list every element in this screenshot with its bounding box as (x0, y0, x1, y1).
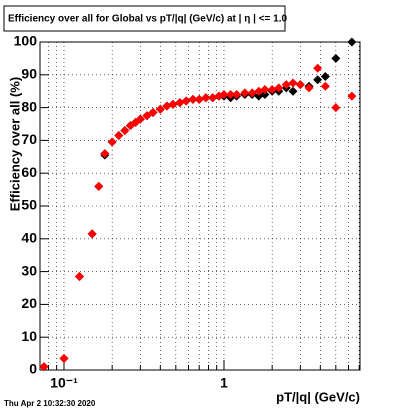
marker (87, 229, 97, 239)
y-tick-label: 100 (14, 33, 38, 49)
marker (320, 81, 330, 91)
chart-title: Efficiency over all for Global vs pT/|q|… (8, 14, 287, 25)
marker (313, 63, 323, 73)
y-tick-label: 20 (21, 295, 37, 311)
marker (313, 75, 323, 85)
marker (267, 85, 277, 95)
y-tick-label: 10 (21, 328, 37, 344)
marker (281, 80, 291, 90)
marker (155, 104, 165, 114)
marker (181, 96, 191, 106)
x-tick-label: 1 (220, 375, 228, 391)
marker (219, 89, 229, 99)
marker (100, 149, 110, 159)
marker (288, 78, 298, 88)
marker (347, 91, 357, 101)
marker (188, 94, 198, 104)
marker (59, 354, 69, 364)
y-tick-label: 0 (29, 361, 37, 377)
marker (288, 86, 298, 96)
x-tick-label: 10⁻¹ (50, 375, 78, 391)
marker (168, 99, 178, 109)
marker (120, 126, 130, 136)
y-tick-label: 60 (21, 164, 37, 180)
y-tick-label: 50 (21, 197, 37, 213)
marker (240, 88, 250, 98)
marker (135, 114, 145, 124)
marker (295, 80, 305, 90)
marker (347, 37, 357, 47)
marker (260, 85, 270, 95)
marker (304, 83, 314, 93)
y-tick-label: 40 (21, 230, 37, 246)
x-axis-title: pT/|q| (GeV/c) (276, 389, 360, 404)
marker (114, 130, 124, 140)
marker (260, 89, 270, 99)
y-tick-label: 30 (21, 262, 37, 278)
marker (94, 181, 104, 191)
marker (39, 362, 49, 372)
marker (175, 98, 185, 108)
y-tick-label: 90 (21, 66, 37, 82)
y-axis-title: Efficiency over all (%) (7, 77, 22, 211)
marker (226, 89, 236, 99)
marker (331, 103, 341, 113)
marker (247, 88, 257, 98)
marker (194, 94, 204, 104)
footer: Thu Apr 2 10:32:30 2020 (4, 399, 96, 408)
marker (201, 93, 211, 103)
y-tick-label: 70 (21, 131, 37, 147)
marker (142, 111, 152, 121)
marker (331, 53, 341, 63)
marker (148, 108, 158, 118)
marker (232, 89, 242, 99)
marker (107, 137, 117, 147)
marker (320, 71, 330, 81)
marker (208, 93, 218, 103)
marker (75, 272, 85, 282)
y-tick-label: 80 (21, 98, 37, 114)
title-box (3, 5, 286, 32)
marker (274, 83, 284, 93)
